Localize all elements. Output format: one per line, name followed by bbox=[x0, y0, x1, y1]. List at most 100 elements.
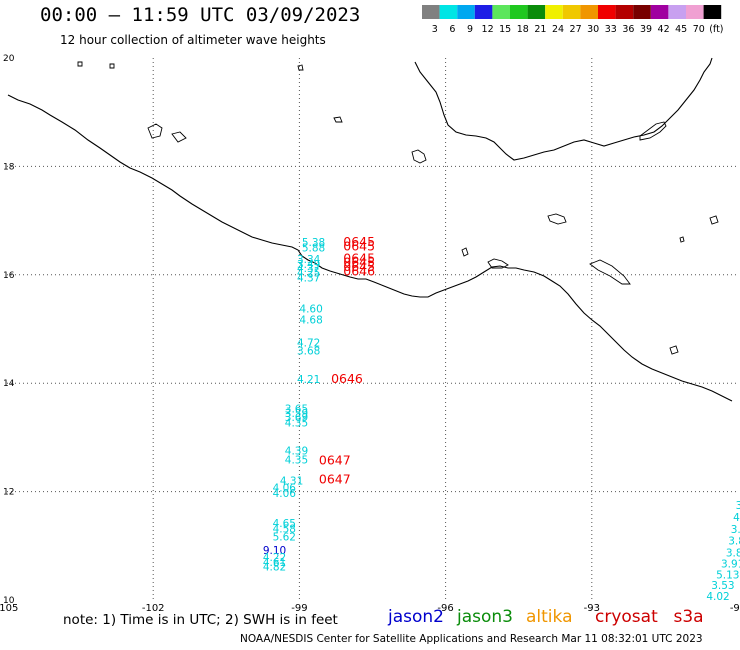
footnote: note: 1) Time is in UTC; 2) SWH is in fe… bbox=[63, 612, 338, 628]
credit-line: NOAA/NESDIS Center for Satellite Applica… bbox=[240, 633, 703, 645]
wave-height-label: 4.02 bbox=[706, 591, 729, 603]
coastal-island bbox=[669, 345, 679, 355]
colorbar-label: 18 bbox=[517, 24, 529, 35]
wave-height-label: 3.8 bbox=[728, 536, 740, 548]
longitude-tick-label: -102 bbox=[142, 603, 165, 614]
colorbar-swatch bbox=[598, 5, 616, 19]
longitude-tick-label: -105 bbox=[0, 603, 18, 614]
wave-height-label: 5.88 bbox=[302, 242, 325, 254]
longitude-tick-label: -93 bbox=[584, 603, 600, 614]
wave-height-label: 9.10 bbox=[263, 545, 286, 557]
colorbar-label: 45 bbox=[675, 24, 687, 35]
wave-height-label: 4.25 bbox=[297, 267, 320, 279]
wave-height-label: 3.53 bbox=[711, 580, 734, 592]
gulf-coastline bbox=[414, 57, 713, 161]
coastal-island bbox=[461, 247, 469, 257]
wave-height-label: 5.62 bbox=[273, 531, 296, 543]
colorbar-label: 30 bbox=[587, 24, 599, 35]
satellite-legend-cryosat: cryosat bbox=[595, 607, 658, 627]
colorbar-label: 3 bbox=[432, 24, 438, 35]
wave-height-label: 4.82 bbox=[263, 562, 286, 574]
wave-height-label: 4. bbox=[733, 512, 740, 524]
pass-time-label: 0645 bbox=[343, 234, 375, 249]
longitude-tick-label: -99 bbox=[291, 603, 307, 614]
wave-height-label: 3. bbox=[731, 524, 740, 536]
coastal-island bbox=[147, 123, 163, 139]
colorbar-label: 39 bbox=[640, 24, 652, 35]
wave-height-label: 3.34 bbox=[297, 254, 321, 266]
colorbar-swatch bbox=[562, 5, 581, 19]
coastal-island bbox=[547, 213, 567, 225]
coastal-islet bbox=[77, 61, 83, 67]
longitude-tick-label: -96 bbox=[437, 603, 453, 614]
wave-height-label: 4.21 bbox=[297, 374, 320, 386]
coastal-island bbox=[171, 131, 187, 143]
gulf-lagoon-outline bbox=[639, 121, 667, 141]
colorbar-swatch bbox=[633, 5, 651, 19]
latitude-tick-label: 10 bbox=[3, 596, 15, 606]
pass-time-label: 0647 bbox=[319, 453, 351, 468]
wave-height-label: 3.69 bbox=[285, 412, 308, 424]
coastal-islet bbox=[333, 116, 343, 123]
wave-height-label: 3.49 bbox=[297, 259, 320, 271]
wave-height-label: 4.60 bbox=[299, 304, 322, 316]
colorbar-label: 24 bbox=[552, 24, 564, 35]
colorbar-swatch bbox=[474, 5, 493, 19]
pass-time-label: 0645 bbox=[343, 238, 375, 253]
wave-height-label: 3. bbox=[736, 500, 740, 512]
page-subtitle: 12 hour collection of altimeter wave hei… bbox=[60, 33, 326, 47]
page-title: 00:00 – 11:59 UTC 03/09/2023 bbox=[40, 4, 361, 26]
latitude-tick-label: 18 bbox=[3, 162, 15, 172]
wave-height-label: 4.35 bbox=[285, 454, 308, 466]
wave-height-label: 5.38 bbox=[302, 237, 325, 249]
wave-height-labels: 5.385.88 064506453.343.494.374.254.370645… bbox=[263, 234, 740, 603]
satellite-legend-jason2: jason2 bbox=[388, 607, 444, 627]
satellite-legend-jason3: jason3 bbox=[457, 607, 513, 627]
latitude-tick-label: 20 bbox=[3, 54, 15, 64]
wave-height-label: 3.65 bbox=[285, 403, 308, 415]
satellite-legend-s3a: s3a bbox=[673, 607, 704, 627]
wave-height-label: 4.35 bbox=[285, 418, 308, 430]
coastline bbox=[7, 57, 733, 402]
longitude-tick-label: -90 bbox=[730, 603, 740, 614]
wave-height-label: 4.37 bbox=[297, 272, 320, 284]
colorbar-label: 15 bbox=[499, 24, 511, 35]
colorbar-swatch bbox=[615, 5, 634, 19]
colorbar-unit-label: (ft) bbox=[709, 24, 723, 35]
wave-height-label: 4.31 bbox=[280, 476, 303, 488]
colorbar-label: 27 bbox=[570, 24, 582, 35]
colorbar-swatch bbox=[492, 5, 510, 19]
colorbar-swatch bbox=[510, 5, 528, 19]
colorbar-swatch bbox=[457, 5, 475, 19]
colorbar-swatch bbox=[650, 5, 669, 19]
satellite-legend-altika: altika bbox=[526, 607, 573, 627]
colorbar-label: 9 bbox=[467, 24, 473, 35]
coastal-lagoon bbox=[589, 259, 631, 285]
map-tick-labels: -105 -102 -99 -96 -93 -90 20 18 16 14 12 10 bbox=[0, 54, 740, 614]
wave-height-label: 4.37 bbox=[297, 263, 320, 275]
map-grid bbox=[7, 58, 738, 600]
coastal-islet bbox=[709, 215, 719, 225]
wave-height-label: 4.68 bbox=[299, 315, 322, 327]
colorbar-swatch bbox=[686, 5, 704, 19]
colorbar-label: 70 bbox=[693, 24, 705, 35]
colorbar-label: 6 bbox=[449, 24, 455, 35]
colorbar-label: 36 bbox=[622, 24, 634, 35]
colorbar-swatch bbox=[668, 5, 686, 19]
colorbar-swatch bbox=[580, 5, 598, 19]
pass-time-label: 0645 bbox=[343, 255, 375, 270]
pass-time-label: 0645 bbox=[343, 259, 375, 274]
wave-height-label: 4.06 bbox=[273, 483, 297, 495]
wave-height-label: 4.61 bbox=[263, 557, 286, 569]
wave-height-label: 3.68 bbox=[297, 345, 320, 357]
colorbar-label: 42 bbox=[658, 24, 670, 35]
coastal-island bbox=[411, 149, 427, 164]
wave-height-label: 3.91 bbox=[721, 558, 740, 570]
colorbar-swatch bbox=[703, 5, 722, 19]
latitude-tick-label: 14 bbox=[3, 379, 15, 389]
wave-height-label: 5.13 bbox=[716, 569, 739, 581]
wave-height-label: 3.59 bbox=[285, 408, 308, 420]
pass-time-label: 0647 bbox=[319, 471, 351, 486]
